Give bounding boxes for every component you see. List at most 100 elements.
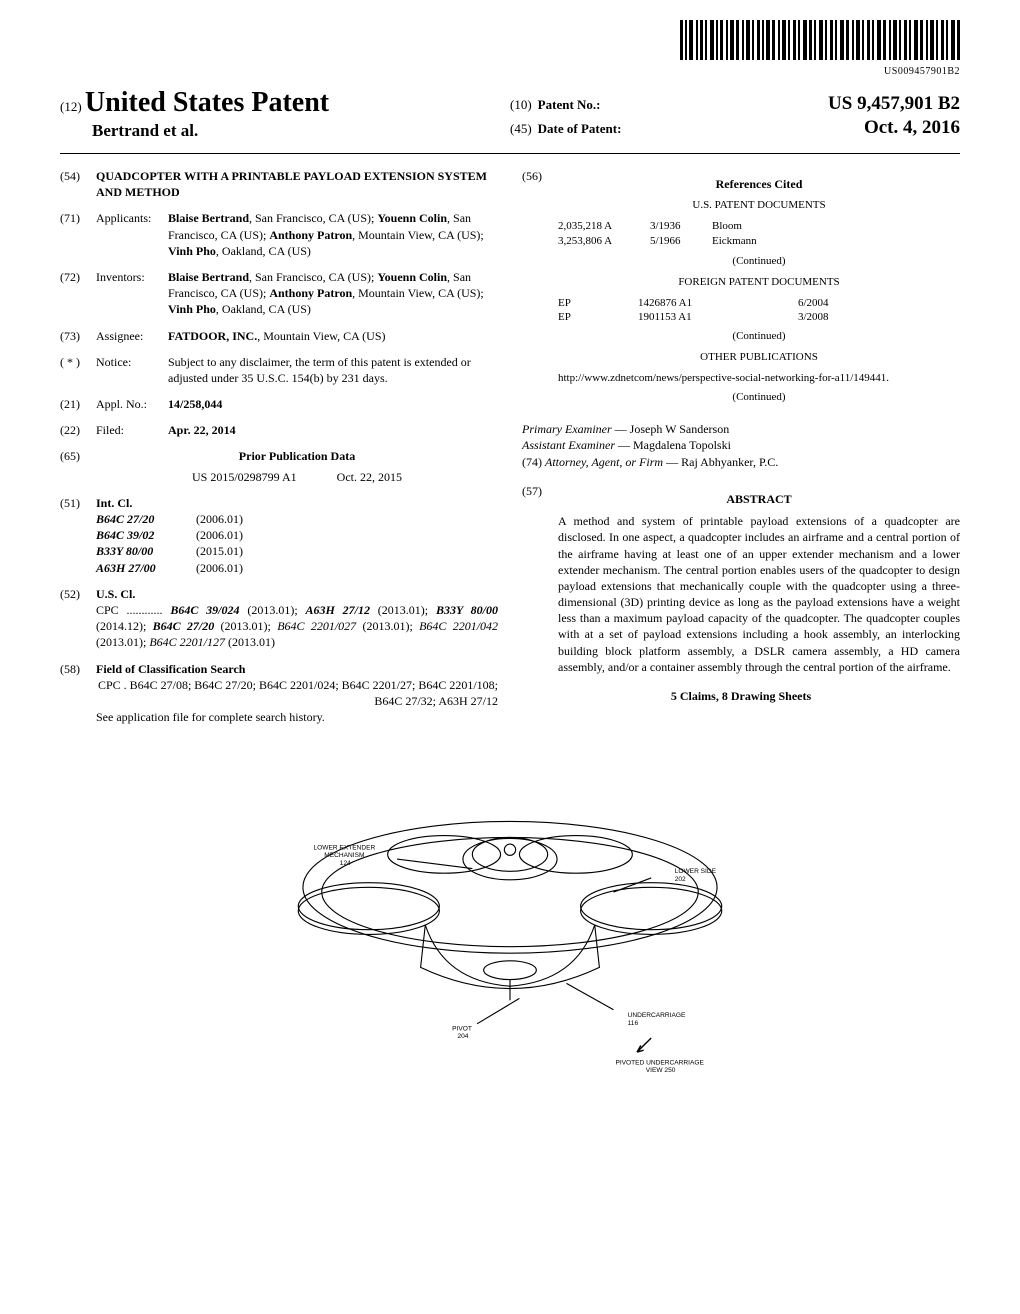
int-cl-row: B33Y 80/00(2015.01): [96, 543, 498, 559]
heading-56: References Cited: [558, 176, 960, 192]
left-column: (54) QUADCOPTER WITH A PRINTABLE PAYLOAD…: [60, 168, 498, 735]
fig-label-pivot: PIVOT 204: [452, 1026, 474, 1041]
field-56: (56) References Cited U.S. PATENT DOCUME…: [522, 168, 960, 409]
code-57: (57): [522, 483, 558, 675]
authors: Bertrand et al.: [92, 121, 510, 141]
attorney: — Raj Abhyanker, P.C.: [663, 455, 778, 469]
patent-heading-right: (10) Patent No.: US 9,457,901 B2 (45) Da…: [510, 93, 960, 139]
int-cl-row: B64C 27/20(2006.01): [96, 511, 498, 527]
code-12: (12): [60, 99, 82, 114]
int-cl-row: A63H 27/00(2006.01): [96, 560, 498, 576]
primary-examiner-label: Primary Examiner: [522, 422, 612, 436]
int-cl-row: B64C 39/02(2006.01): [96, 527, 498, 543]
claims-line: 5 Claims, 8 Drawing Sheets: [522, 689, 960, 704]
figure-section: LOWER EXTENDER MECHANISM 124 LOWER SIDE …: [60, 765, 960, 1089]
code-52: (52): [60, 586, 96, 651]
heading-65: Prior Publication Data: [96, 448, 498, 464]
right-column: (56) References Cited U.S. PATENT DOCUME…: [522, 168, 960, 735]
field-65: (65) Prior Publication Data US 2015/0298…: [60, 448, 498, 484]
label-22: Filed:: [96, 422, 168, 438]
code-65: (65): [60, 448, 96, 484]
header-divider: [60, 153, 960, 154]
date-label: Date of Patent:: [538, 121, 622, 137]
label-52: U.S. Cl.: [96, 586, 498, 602]
other-text: http://www.zdnetcom/news/perspective-soc…: [558, 371, 960, 386]
field-54: (54) QUADCOPTER WITH A PRINTABLE PAYLOAD…: [60, 168, 498, 200]
continued-3: (Continued): [558, 390, 960, 405]
code-51: (51): [60, 495, 96, 576]
field-73: (73) Assignee: FATDOOR, INC., Mountain V…: [60, 328, 498, 344]
barcode-text: US009457901B2: [60, 66, 960, 77]
label-notice: Notice:: [96, 354, 168, 386]
text-notice: Subject to any disclaimer, the term of t…: [168, 354, 498, 386]
fig-label-lower-extender: LOWER EXTENDER MECHANISM 124: [313, 845, 377, 867]
field-57: (57) ABSTRACT A method and system of pri…: [522, 483, 960, 675]
fig-label-undercarriage: UNDERCARRIAGE 116: [628, 1012, 688, 1027]
code-58: (58): [60, 661, 96, 726]
patent-no-label: Patent No.:: [538, 97, 601, 113]
label-71: Applicants:: [96, 210, 168, 259]
code-45: (45): [510, 121, 532, 137]
fig-label-lower-side: LOWER SIDE 202: [675, 868, 718, 883]
label-58: Field of Classification Search: [96, 661, 498, 677]
header-table: (12) United States Patent Bertrand et al…: [60, 87, 960, 149]
code-71: (71): [60, 210, 96, 259]
code-73: (73): [60, 328, 96, 344]
two-column-body: (54) QUADCOPTER WITH A PRINTABLE PAYLOAD…: [60, 168, 960, 735]
abstract-heading: ABSTRACT: [558, 491, 960, 507]
title-54: QUADCOPTER WITH A PRINTABLE PAYLOAD EXTE…: [96, 168, 498, 200]
abstract-text: A method and system of printable payload…: [558, 513, 960, 675]
pub-no-65: US 2015/0298799 A1: [192, 469, 297, 485]
label-21: Appl. No.:: [96, 396, 168, 412]
code-notice: ( * ): [60, 354, 96, 386]
code-56: (56): [522, 168, 558, 409]
attorney-label: Attorney, Agent, or Firm: [545, 455, 663, 469]
foreign-ref-row: EP1901153 A13/2008: [558, 310, 960, 325]
field-notice: ( * ) Notice: Subject to any disclaimer,…: [60, 354, 498, 386]
us-heading: U.S. PATENT DOCUMENTS: [558, 198, 960, 213]
primary-examiner: — Joseph W Sanderson: [612, 422, 730, 436]
value-21: 14/258,044: [168, 396, 498, 412]
text-58: CPC . B64C 27/08; B64C 27/20; B64C 2201/…: [96, 677, 498, 709]
field-58: (58) Field of Classification Search CPC …: [60, 661, 498, 726]
other-heading: OTHER PUBLICATIONS: [558, 350, 960, 365]
fig-caption: PIVOTED UNDERCARRIAGE VIEW 250: [615, 1060, 705, 1075]
assistant-examiner-label: Assistant Examiner: [522, 438, 615, 452]
date-value: Oct. 4, 2016: [864, 117, 960, 139]
field-22: (22) Filed: Apr. 22, 2014: [60, 422, 498, 438]
field-51: (51) Int. Cl. B64C 27/20(2006.01)B64C 39…: [60, 495, 498, 576]
foreign-ref-row: EP1426876 A16/2004: [558, 296, 960, 311]
continued-1: (Continued): [558, 254, 960, 269]
pub-date-65: Oct. 22, 2015: [337, 469, 402, 485]
code-22: (22): [60, 422, 96, 438]
text-71: Blaise Bertrand, San Francisco, CA (US);…: [168, 210, 498, 259]
attorney-code: (74): [522, 455, 542, 469]
examiner-block: Primary Examiner — Joseph W Sanderson As…: [522, 421, 960, 471]
field-72: (72) Inventors: Blaise Bertrand, San Fra…: [60, 269, 498, 318]
main-title: United States Patent: [85, 87, 329, 118]
barcode-image: [680, 20, 960, 60]
barcode-section: US009457901B2: [60, 20, 960, 77]
code-54: (54): [60, 168, 96, 200]
patent-heading-left: (12) United States Patent Bertrand et al…: [60, 87, 510, 141]
field-21: (21) Appl. No.: 14/258,044: [60, 396, 498, 412]
field-71: (71) Applicants: Blaise Bertrand, San Fr…: [60, 210, 498, 259]
label-73: Assignee:: [96, 328, 168, 344]
footer-58: See application file for complete search…: [96, 709, 498, 725]
us-ref-row: 3,253,806 A5/1966Eickmann: [558, 234, 960, 249]
field-52: (52) U.S. Cl. CPC ............ B64C 39/0…: [60, 586, 498, 651]
label-51: Int. Cl.: [96, 495, 498, 511]
text-72: Blaise Bertrand, San Francisco, CA (US);…: [168, 269, 498, 318]
us-ref-row: 2,035,218 A3/1936Bloom: [558, 219, 960, 234]
foreign-heading: FOREIGN PATENT DOCUMENTS: [558, 275, 960, 290]
continued-2: (Continued): [558, 329, 960, 344]
code-72: (72): [60, 269, 96, 318]
assistant-examiner: — Magdalena Topolski: [615, 438, 731, 452]
label-72: Inventors:: [96, 269, 168, 318]
value-22: Apr. 22, 2014: [168, 422, 498, 438]
patent-no-value: US 9,457,901 B2: [828, 93, 960, 115]
code-21: (21): [60, 396, 96, 412]
quadcopter-drawing: LOWER EXTENDER MECHANISM 124 LOWER SIDE …: [240, 765, 780, 1085]
text-52: CPC ............ B64C 39/024 (2013.01); …: [96, 602, 498, 651]
code-10: (10): [510, 97, 532, 113]
